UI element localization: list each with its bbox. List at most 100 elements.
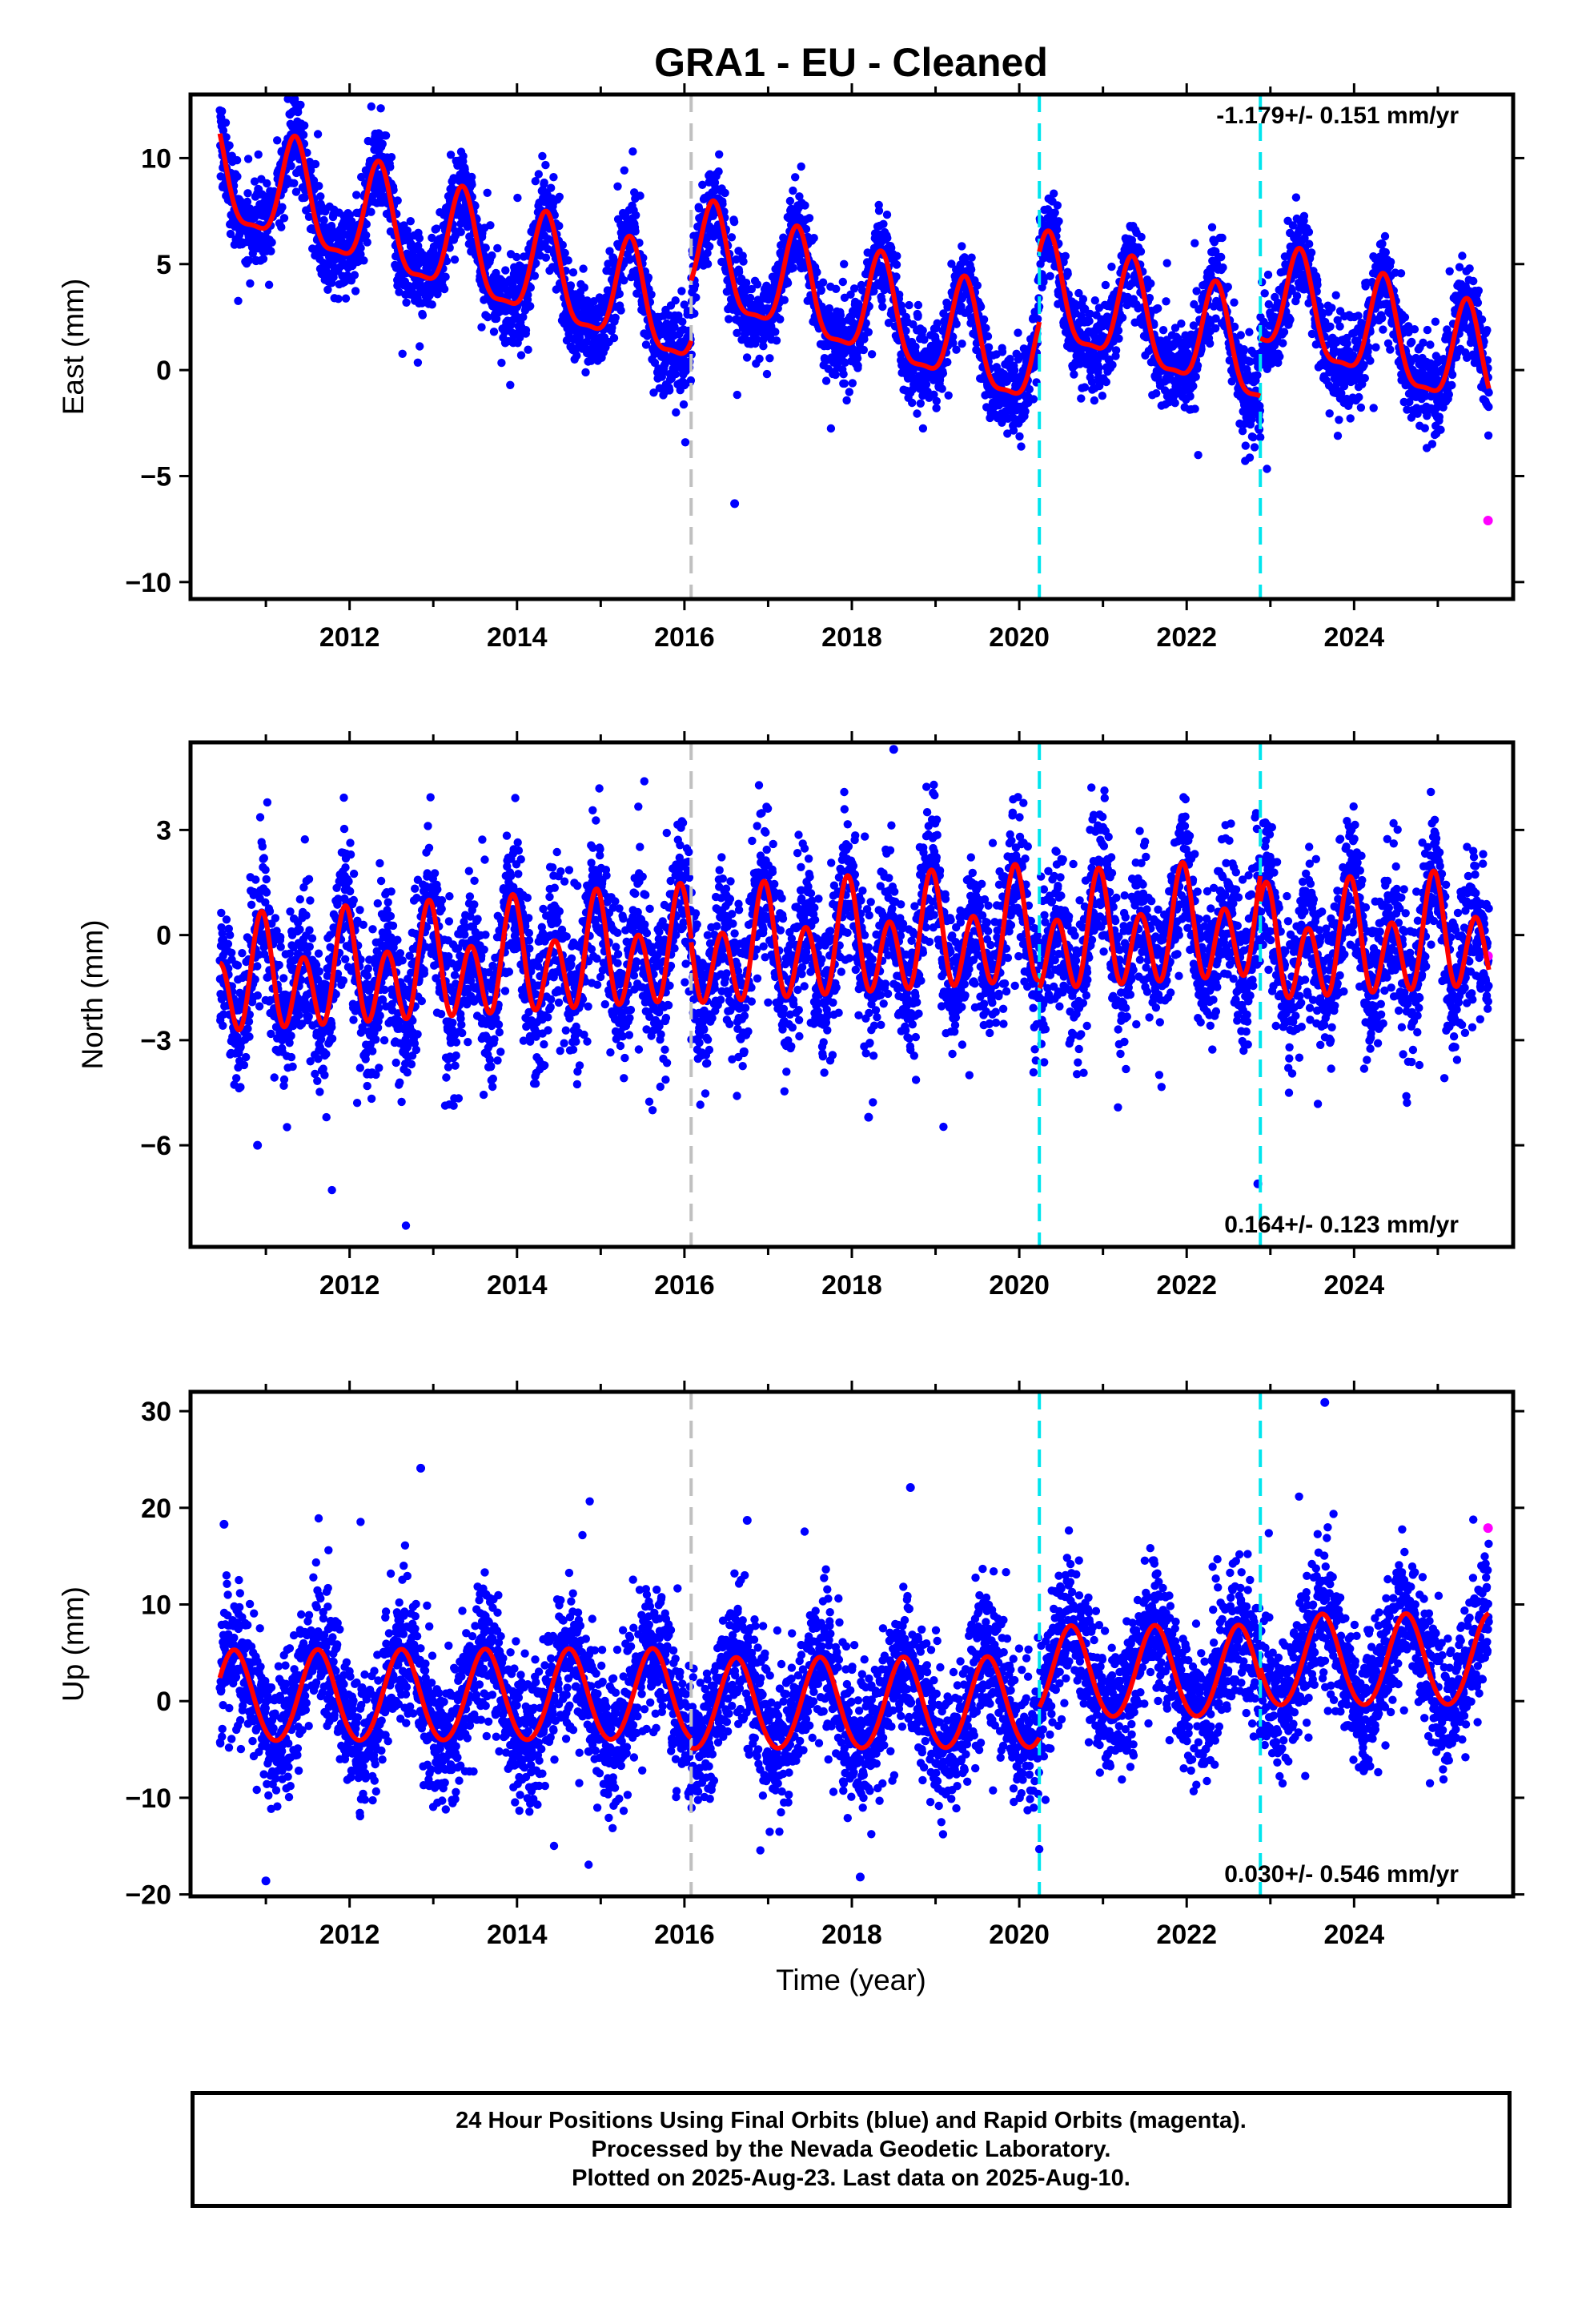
data-point [1102, 377, 1111, 387]
data-point [486, 221, 495, 230]
data-point [742, 279, 751, 287]
data-point [613, 182, 622, 191]
data-point [1291, 193, 1301, 202]
data-point [1354, 312, 1363, 320]
data-point [911, 342, 920, 352]
data-point [1313, 280, 1322, 289]
data-point [913, 300, 923, 310]
data-point [1050, 189, 1058, 198]
data-point [952, 320, 961, 328]
data-point [1346, 414, 1355, 423]
data-point [753, 280, 762, 289]
data-point [259, 255, 268, 263]
data-point [791, 173, 800, 182]
data-point [1343, 339, 1351, 348]
data-point [483, 188, 492, 197]
data-point [921, 380, 931, 389]
data-point [468, 172, 476, 182]
data-point [581, 368, 590, 377]
data-point [1162, 297, 1170, 306]
data-point [1191, 404, 1199, 413]
data-point [367, 102, 375, 111]
data-point [316, 192, 325, 201]
data-point [686, 376, 696, 385]
data-point [789, 186, 797, 195]
data-point [521, 326, 531, 335]
data-point [879, 219, 888, 228]
data-point [1111, 346, 1121, 355]
data-point [264, 280, 274, 289]
data-point [947, 259, 956, 268]
data-point [839, 370, 848, 379]
figure-title: GRA1 - EU - Cleaned [654, 40, 1048, 85]
data-point [350, 271, 359, 279]
data-point [1015, 432, 1024, 441]
data-point [1241, 441, 1251, 450]
data-point [547, 183, 556, 192]
data-point [608, 324, 616, 332]
data-point [1230, 322, 1239, 332]
data-point [762, 369, 772, 379]
data-point [1245, 328, 1254, 336]
data-point [1030, 361, 1040, 371]
data-point [674, 311, 683, 320]
data-point [859, 345, 869, 355]
data-point [1025, 384, 1034, 394]
data-point [243, 197, 252, 207]
data-point [1407, 413, 1416, 422]
data-point [809, 234, 818, 243]
data-point [1239, 345, 1249, 354]
data-point [755, 354, 764, 364]
data-point [450, 255, 460, 264]
data-point [765, 354, 774, 363]
data-point [1250, 443, 1259, 452]
data-point [901, 326, 910, 336]
data-point [650, 358, 660, 368]
data-point [501, 266, 510, 275]
data-point [1061, 251, 1070, 260]
data-point [1286, 315, 1295, 324]
data-point [555, 221, 564, 231]
data-point [861, 319, 870, 328]
data-point [967, 253, 976, 262]
data-point [727, 233, 737, 242]
data-point [842, 396, 851, 405]
data-point [456, 219, 465, 228]
data-point [493, 243, 502, 253]
data-point [389, 186, 398, 195]
data-point [319, 215, 328, 225]
data-point [477, 323, 486, 332]
data-point [531, 177, 540, 186]
data-point [846, 290, 855, 299]
data-point [1386, 345, 1395, 354]
data-point [1280, 252, 1290, 261]
data-point [244, 256, 254, 265]
data-point [299, 131, 308, 139]
data-point [831, 370, 840, 380]
data-point [785, 196, 795, 206]
data-point [1074, 288, 1083, 298]
data-point [560, 248, 569, 258]
data-point [1145, 293, 1154, 303]
data-point [1371, 343, 1380, 352]
data-point [1114, 326, 1123, 335]
data-point [337, 236, 346, 245]
data-point [1333, 316, 1342, 324]
data-point [1033, 315, 1042, 324]
data-point [681, 438, 690, 447]
data-point [406, 217, 415, 226]
data-point [564, 256, 572, 265]
data-point [1054, 217, 1063, 226]
data-point [849, 284, 859, 293]
data-point [1127, 235, 1137, 245]
data-point [416, 342, 424, 351]
data-point [526, 302, 535, 311]
data-point [562, 336, 572, 345]
data-point [973, 281, 982, 290]
data-point [572, 351, 581, 360]
data-point [933, 319, 942, 328]
data-point [541, 160, 550, 170]
data-point [840, 259, 849, 268]
data-point [759, 342, 768, 351]
data-point [998, 348, 1007, 356]
